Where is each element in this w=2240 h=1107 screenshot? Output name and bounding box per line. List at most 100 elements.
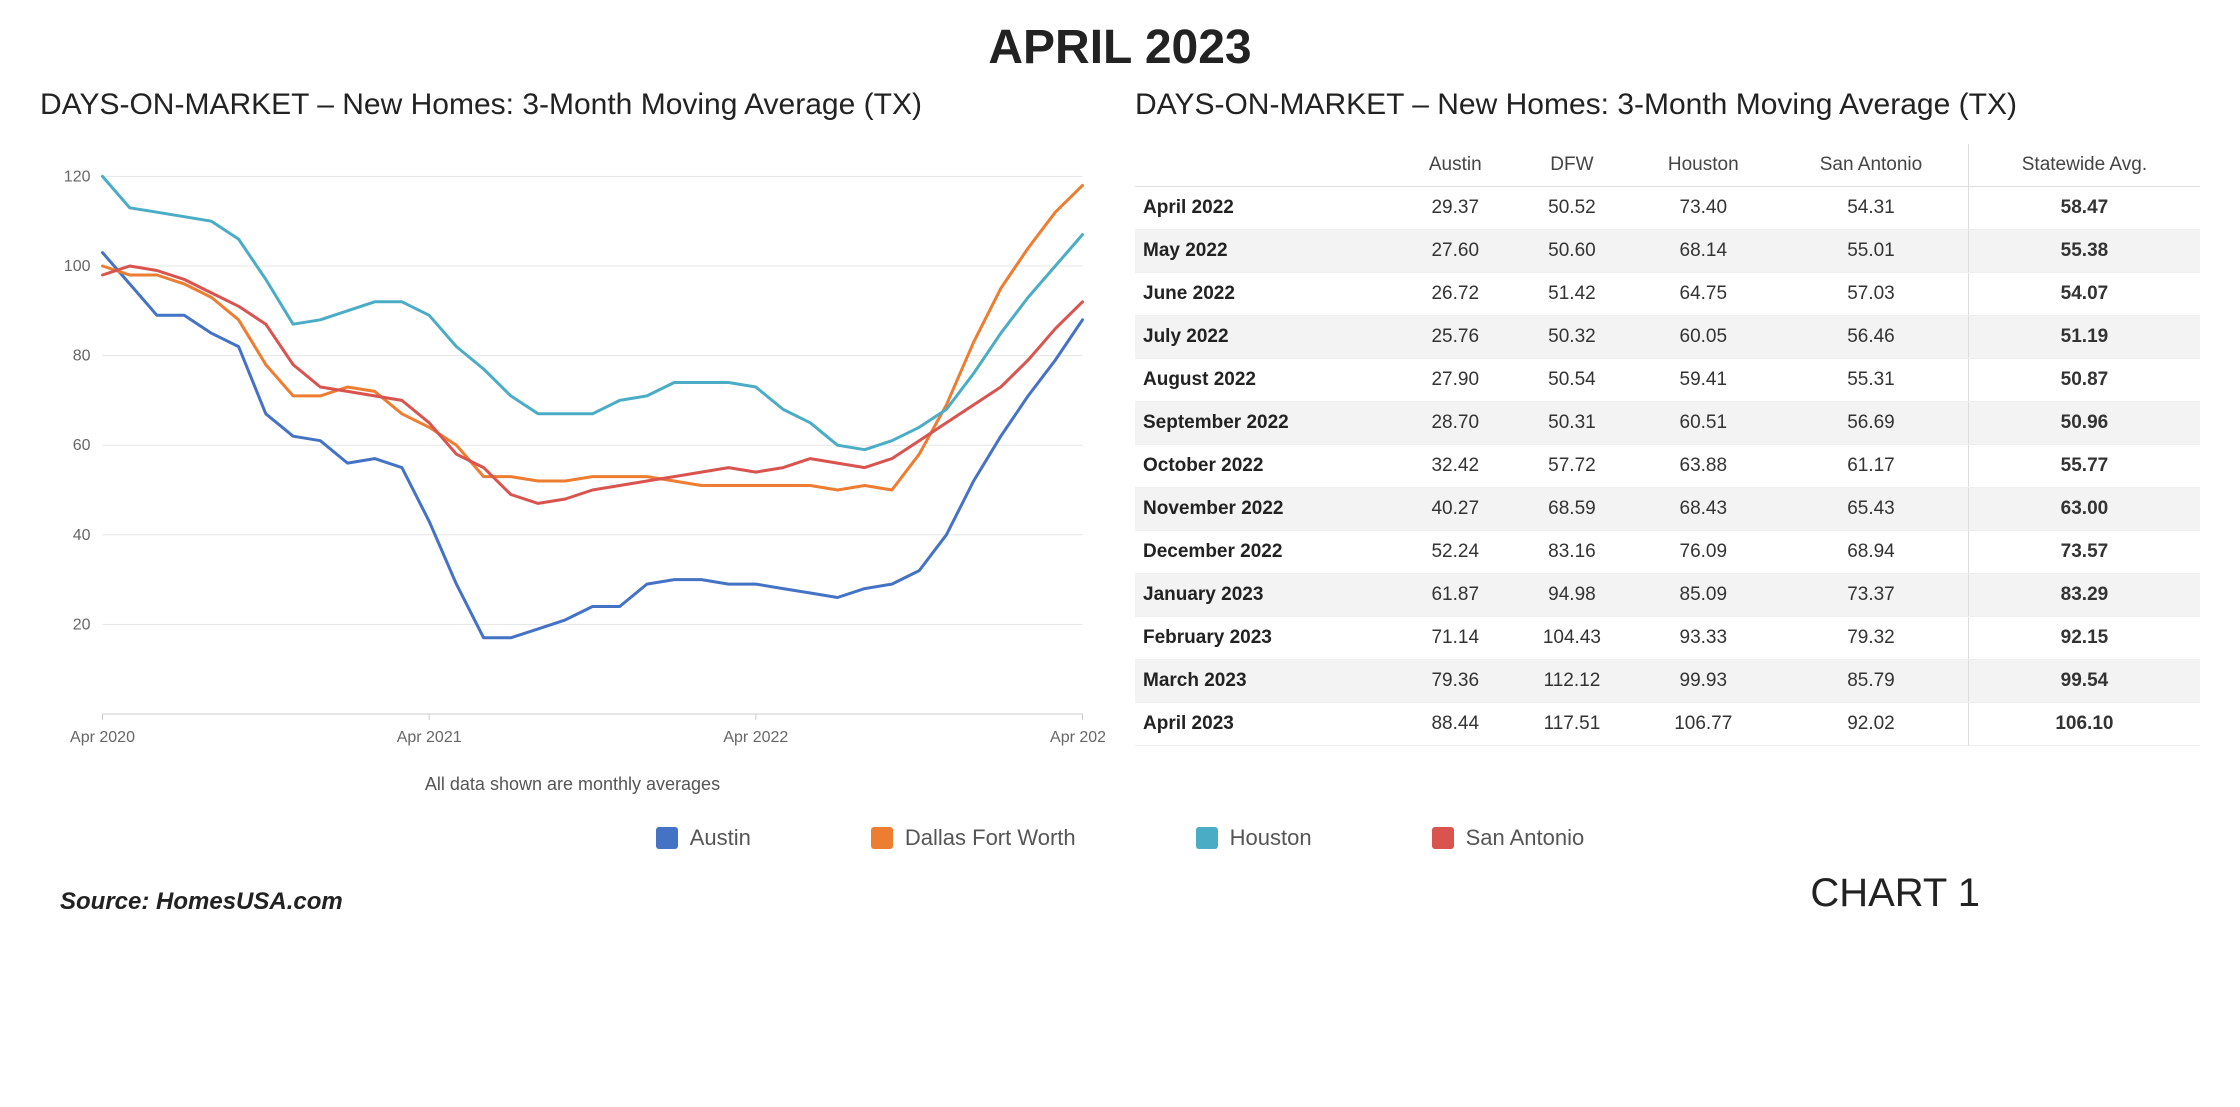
table-cell: 27.60 <box>1399 230 1511 273</box>
table-cell: May 2022 <box>1135 230 1399 273</box>
table-cell: 73.37 <box>1774 574 1968 617</box>
source-label: Source: HomesUSA.com <box>60 888 343 916</box>
table-cell: 50.52 <box>1511 187 1632 230</box>
legend-swatch <box>1196 827 1218 849</box>
table-row: December 202252.2483.1676.0968.9473.57 <box>1135 531 2200 574</box>
legend-item: Houston <box>1196 825 1312 851</box>
legend-swatch <box>871 827 893 849</box>
table-cell: 56.69 <box>1774 402 1968 445</box>
table-cell: 60.05 <box>1632 316 1774 359</box>
data-table: AustinDFWHoustonSan AntonioStatewide Avg… <box>1135 144 2200 746</box>
legend-label: Austin <box>690 825 751 851</box>
table-row: May 202227.6050.6068.1455.0155.38 <box>1135 230 2200 273</box>
table-cell: 68.94 <box>1774 531 1968 574</box>
table-row: September 202228.7050.3160.5156.6950.96 <box>1135 402 2200 445</box>
table-cell: April 2022 <box>1135 187 1399 230</box>
table-cell: 28.70 <box>1399 402 1511 445</box>
table-cell: 61.17 <box>1774 445 1968 488</box>
legend-label: San Antonio <box>1466 825 1585 851</box>
table-cell: 61.87 <box>1399 574 1511 617</box>
table-cell: February 2023 <box>1135 617 1399 660</box>
table-cell: 50.54 <box>1511 359 1632 402</box>
table-cell: 50.32 <box>1511 316 1632 359</box>
table-cell: 83.29 <box>1968 574 2200 617</box>
chart-subcaption: All data shown are monthly averages <box>40 774 1105 795</box>
panels-row: DAYS-ON-MARKET – New Homes: 3-Month Movi… <box>40 85 2200 795</box>
table-cell: 112.12 <box>1511 660 1632 703</box>
table-row: October 202232.4257.7263.8861.1755.77 <box>1135 445 2200 488</box>
table-cell: 85.09 <box>1632 574 1774 617</box>
table-cell: 71.14 <box>1399 617 1511 660</box>
table-cell: 93.33 <box>1632 617 1774 660</box>
table-cell: June 2022 <box>1135 273 1399 316</box>
table-cell: 57.03 <box>1774 273 1968 316</box>
table-cell: 88.44 <box>1399 703 1511 746</box>
table-cell: 60.51 <box>1632 402 1774 445</box>
table-cell: November 2022 <box>1135 488 1399 531</box>
legend-swatch <box>1432 827 1454 849</box>
table-cell: 106.77 <box>1632 703 1774 746</box>
table-cell: October 2022 <box>1135 445 1399 488</box>
table-cell: March 2023 <box>1135 660 1399 703</box>
chart-title: DAYS-ON-MARKET – New Homes: 3-Month Movi… <box>40 85 1105 124</box>
table-row: April 202229.3750.5273.4054.3158.47 <box>1135 187 2200 230</box>
table-row: April 202388.44117.51106.7792.02106.10 <box>1135 703 2200 746</box>
table-cell: 50.31 <box>1511 402 1632 445</box>
table-cell: 99.93 <box>1632 660 1774 703</box>
table-cell: 50.60 <box>1511 230 1632 273</box>
table-cell: 92.02 <box>1774 703 1968 746</box>
legend-swatch <box>656 827 678 849</box>
table-column-header: Statewide Avg. <box>1968 144 2200 187</box>
table-cell: September 2022 <box>1135 402 1399 445</box>
page-title: APRIL 2023 <box>40 20 2200 75</box>
table-row: February 202371.14104.4393.3379.3292.15 <box>1135 617 2200 660</box>
legend: Austin Dallas Fort Worth Houston San Antoni… <box>40 825 2200 851</box>
table-body: April 202229.3750.5273.4054.3158.47May 2… <box>1135 187 2200 746</box>
table-row: August 202227.9050.5459.4155.3150.87 <box>1135 359 2200 402</box>
table-cell: 79.32 <box>1774 617 1968 660</box>
legend-item: Dallas Fort Worth <box>871 825 1076 851</box>
y-tick-label: 20 <box>73 616 91 633</box>
table-cell: 106.10 <box>1968 703 2200 746</box>
table-cell: 104.43 <box>1511 617 1632 660</box>
table-row: January 202361.8794.9885.0973.3783.29 <box>1135 574 2200 617</box>
table-cell: August 2022 <box>1135 359 1399 402</box>
chart-panel: DAYS-ON-MARKET – New Homes: 3-Month Movi… <box>40 85 1105 795</box>
table-cell: 56.46 <box>1774 316 1968 359</box>
table-cell: 51.42 <box>1511 273 1632 316</box>
table-cell: 25.76 <box>1399 316 1511 359</box>
table-cell: 99.54 <box>1968 660 2200 703</box>
line-chart: 20406080100120Apr 2020Apr 2021Apr 2022Ap… <box>40 144 1105 764</box>
table-cell: 52.24 <box>1399 531 1511 574</box>
table-cell: July 2022 <box>1135 316 1399 359</box>
table-cell: 40.27 <box>1399 488 1511 531</box>
table-column-header: San Antonio <box>1774 144 1968 187</box>
legend-label: Dallas Fort Worth <box>905 825 1076 851</box>
table-cell: 50.96 <box>1968 402 2200 445</box>
table-cell: 68.43 <box>1632 488 1774 531</box>
chart-svg: 20406080100120Apr 2020Apr 2021Apr 2022Ap… <box>40 144 1105 764</box>
table-cell: 83.16 <box>1511 531 1632 574</box>
table-cell: 55.01 <box>1774 230 1968 273</box>
table-row: March 202379.36112.1299.9385.7999.54 <box>1135 660 2200 703</box>
y-tick-label: 60 <box>73 437 91 454</box>
table-cell: 29.37 <box>1399 187 1511 230</box>
table-cell: 63.00 <box>1968 488 2200 531</box>
table-row: June 202226.7251.4264.7557.0354.07 <box>1135 273 2200 316</box>
legend-item: San Antonio <box>1432 825 1585 851</box>
y-tick-label: 80 <box>73 348 91 365</box>
legend-item: Austin <box>656 825 751 851</box>
table-cell: 55.77 <box>1968 445 2200 488</box>
table-cell: 63.88 <box>1632 445 1774 488</box>
table-column-header <box>1135 144 1399 187</box>
table-cell: 92.15 <box>1968 617 2200 660</box>
y-tick-label: 40 <box>73 527 91 544</box>
table-column-header: DFW <box>1511 144 1632 187</box>
table-cell: 59.41 <box>1632 359 1774 402</box>
y-tick-label: 100 <box>64 258 91 275</box>
series-line <box>103 266 1083 503</box>
table-cell: 57.72 <box>1511 445 1632 488</box>
table-cell: 68.14 <box>1632 230 1774 273</box>
x-tick-label: Apr 2021 <box>397 729 462 746</box>
table-cell: 54.31 <box>1774 187 1968 230</box>
